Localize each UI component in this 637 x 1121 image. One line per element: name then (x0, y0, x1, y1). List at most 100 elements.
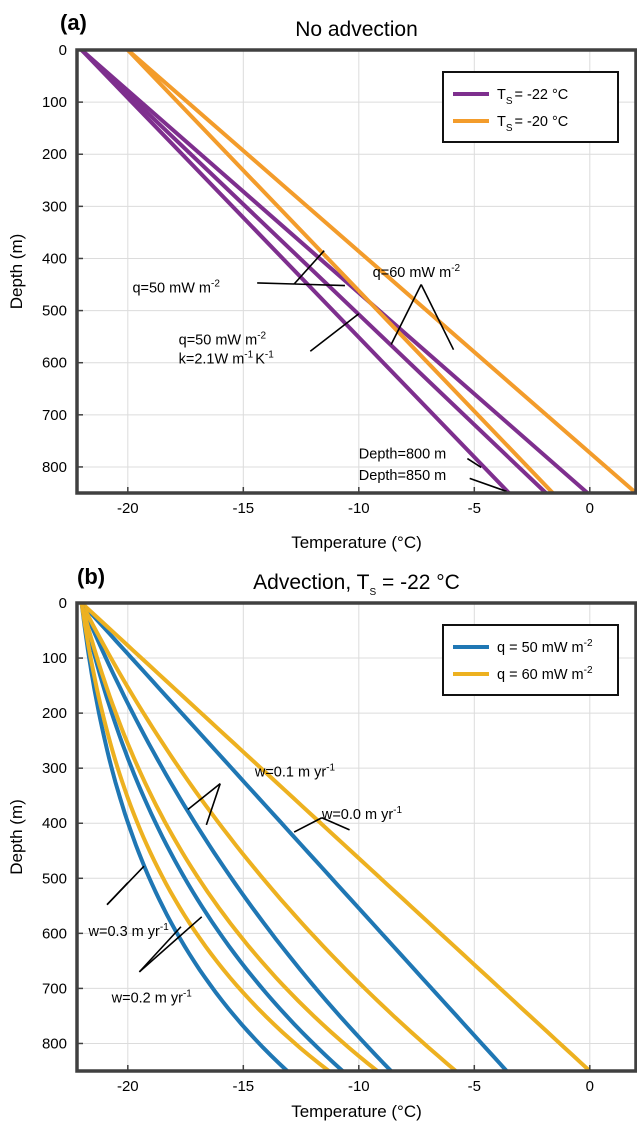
chart-title-sub: S (369, 587, 376, 598)
chart-title: Advection, TS = -22 °C (253, 571, 460, 598)
annotation-leader-w02 (138, 916, 203, 973)
series-line-0 (79, 50, 590, 493)
series-line-3 (125, 50, 555, 493)
x-tick-label: -20 (117, 500, 139, 517)
series-line-0 (79, 603, 509, 1071)
annotation-text: w=0.1 m yr (254, 764, 326, 780)
annotation-w02: w=0.2 m yr-1 (111, 989, 193, 1007)
annotation-w03: w=0.3 m yr-1 (88, 922, 170, 940)
x-tick-label: -5 (468, 1078, 481, 1095)
legend-sup: -2 (584, 638, 593, 649)
annotation-leader-q60 (420, 284, 455, 351)
chart-title: No advection (295, 18, 418, 41)
annotation-lines (257, 250, 507, 493)
annotation-sup: -2 (451, 263, 460, 274)
annotation-leader-q50a (293, 250, 325, 285)
y-tick-label: 500 (42, 870, 67, 887)
series-line-1 (79, 50, 548, 493)
annotation-q60: q=60 mW m-2 (373, 263, 461, 281)
legend-sup: -2 (584, 665, 593, 676)
annotation-text: k=2.1W m (179, 352, 245, 368)
annotation-leader-w01 (187, 782, 221, 811)
annotation-text: w=0.0 m yr (321, 807, 393, 823)
series-line-2 (79, 603, 394, 1071)
x-axis-label: Temperature (°C) (291, 1102, 422, 1121)
annotation-leader-w03 (106, 865, 145, 906)
x-tick-label: -5 (468, 500, 481, 517)
series-line-3 (79, 603, 458, 1071)
legend: TS = -22 °CTS = -20 °C (442, 71, 619, 143)
annotation-k21: k=2.1W m-1 K-1 (179, 350, 275, 368)
series-group (79, 603, 592, 1071)
chart-title-rest: = -22 °C (376, 571, 460, 594)
x-tick-label: -10 (348, 500, 370, 517)
annotation-d850: Depth=850 m (359, 468, 446, 484)
annotation-leader-w00 (321, 816, 350, 831)
tick-marks (77, 602, 591, 1071)
legend-entry-0: TS = -22 °C (497, 87, 568, 107)
annotation-text: Depth=850 m (359, 468, 446, 484)
y-tick-label: 800 (42, 459, 67, 476)
legend-sub: S (506, 96, 513, 107)
annotation-text2: K (255, 352, 265, 368)
annotation-text: w=0.2 m yr (111, 991, 183, 1007)
y-axis-label: Depth (m) (7, 234, 26, 310)
annotation-text: w=0.3 m yr (88, 924, 160, 940)
annotation-leader-w01 (205, 783, 221, 826)
y-tick-label: 300 (42, 760, 67, 777)
axes-frame (75, 48, 637, 495)
x-tick-label: 0 (586, 500, 594, 517)
annotation-leader-w00 (293, 817, 323, 833)
series-group (79, 50, 636, 493)
x-tick-label: -15 (232, 500, 254, 517)
y-tick-label: 800 (42, 1035, 67, 1052)
y-tick-label: 600 (42, 925, 67, 942)
y-tick-label: 200 (42, 146, 67, 163)
annotation-lines (106, 782, 350, 973)
legend-entry-1: TS = -20 °C (497, 114, 568, 134)
legend-rest: = -22 °C (515, 87, 569, 103)
legend-entry-1: q = 60 mW m-2 (497, 665, 593, 683)
y-tick-label: 200 (42, 705, 67, 722)
annotation-sup: -2 (211, 278, 220, 289)
chart-title-text: No advection (295, 18, 418, 41)
legend-box (442, 624, 619, 696)
series-line-1 (79, 603, 592, 1071)
y-tick-label: 0 (59, 595, 67, 612)
annotation-leader-q50a (257, 282, 295, 285)
y-tick-label: 700 (42, 407, 67, 424)
legend-label: q = 50 mW m (497, 640, 584, 656)
y-axis-label: Depth (m) (7, 799, 26, 875)
annotation-sup: -1 (393, 805, 402, 816)
legend-label: q = 60 mW m (497, 667, 584, 683)
series-line-6 (79, 603, 290, 1071)
panel-label: (a) (60, 10, 87, 35)
annotation-leader-q60 (390, 284, 422, 345)
annotation-text: q=50 mW m (179, 332, 258, 348)
annotation-sup: -2 (257, 330, 266, 341)
y-tick-label: 500 (42, 303, 67, 320)
annotation-text: Depth=800 m (359, 447, 446, 463)
annotation-text: q=60 mW m (373, 265, 452, 281)
y-tick-label: 400 (42, 815, 67, 832)
chart-panel-a: q=50 mW m-2q=60 mW m-2q=50 mW m-2k=2.1W … (7, 10, 637, 552)
panel-label: (b) (77, 564, 105, 589)
legend-label: T (497, 114, 506, 130)
annotation-leader-d850 (469, 477, 507, 493)
annotation-q50b: q=50 mW m-2 (179, 330, 267, 348)
series-line-2 (79, 50, 511, 493)
y-tick-label: 600 (42, 355, 67, 372)
x-tick-label: -10 (348, 1078, 370, 1095)
y-tick-label: 400 (42, 250, 67, 267)
y-tick-label: 700 (42, 980, 67, 997)
x-tick-label: -15 (232, 1078, 254, 1095)
annotation-q50a: q=50 mW m-2 (132, 278, 220, 296)
series-line-4 (79, 603, 345, 1071)
annotation-leader-q50a (294, 283, 345, 287)
y-tick-label: 100 (42, 650, 67, 667)
legend-label: T (497, 87, 506, 103)
annotation-d800: Depth=800 m (359, 447, 446, 463)
axes-frame (75, 601, 637, 1073)
legend-sub: S (506, 123, 513, 134)
